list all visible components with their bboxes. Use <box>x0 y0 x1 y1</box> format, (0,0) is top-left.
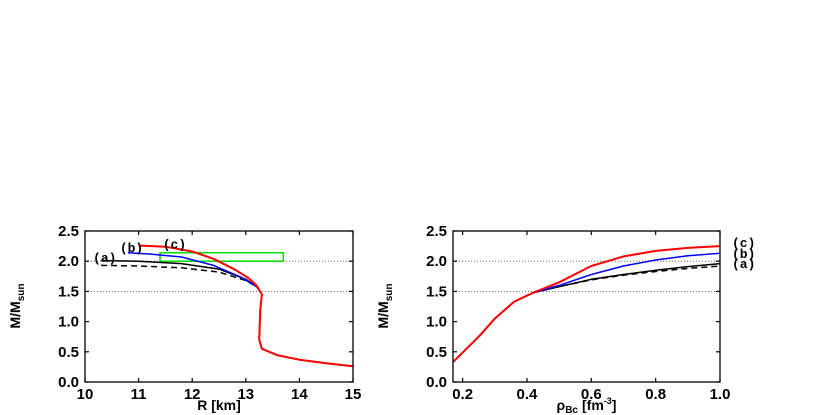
left-plot-frame <box>84 230 354 383</box>
left-highlight-box <box>159 251 285 262</box>
right-y-tick-label: 0.0 <box>426 374 447 391</box>
left-x-tick-label: 15 <box>345 386 362 403</box>
left-curve-dashed <box>101 264 257 288</box>
left-y-tick-label: 2.5 <box>58 223 79 240</box>
left-x-tick-label: 13 <box>237 386 254 403</box>
left-y-tick-label: 0.0 <box>58 374 79 391</box>
left-x-tick-label: 12 <box>184 386 201 403</box>
right-x-axis-label: ρBc [fm-3] <box>557 396 617 415</box>
right-panel: 0.2 0.4 0.6 0.8 1.0 0.0 0.5 1.0 1.5 2.0 2.5 M/Msun ρ… <box>375 223 755 415</box>
left-x-axis-label: R [km] <box>197 397 241 413</box>
left-x-tick-label: 10 <box>77 386 94 403</box>
right-x-tick-label: 1.0 <box>710 386 731 403</box>
right-x-tick-label: 0.4 <box>517 386 539 403</box>
left-annotation-a: (a) <box>93 251 116 266</box>
right-y-tick-label: 0.5 <box>426 344 447 361</box>
right-y-tick-label: 1.0 <box>426 314 447 331</box>
left-x-tick-label: 14 <box>291 386 308 403</box>
left-y-tick-label: 1.0 <box>58 314 79 331</box>
right-x-tick-label: 0.6 <box>581 386 602 403</box>
right-curve-dashed <box>533 265 721 294</box>
left-curve-b <box>127 251 257 288</box>
left-curve-a <box>101 259 354 368</box>
left-y-tick-label: 0.5 <box>58 344 79 361</box>
right-annotation-b: (b) <box>732 247 755 262</box>
right-x-tick-label: 0.8 <box>645 386 666 403</box>
right-y-axis-label: M/Msun <box>375 284 395 329</box>
left-y-tick-label: 1.5 <box>58 283 79 300</box>
left-annotation-c: (c) <box>163 237 186 252</box>
left-annotation-b: (b) <box>120 241 143 256</box>
right-x-tick-label: 0.2 <box>452 386 473 403</box>
right-curve-b <box>533 252 721 294</box>
left-panel: 10 11 12 13 14 15 0.0 0.5 1.0 1.5 2.0 2.5 M/Msun R [k… <box>7 223 361 413</box>
left-y-tick-label: 2.0 <box>58 253 79 270</box>
right-y-tick-label: 2.0 <box>426 253 447 270</box>
left-x-tick-label: 11 <box>131 386 147 403</box>
left-curve-c <box>138 244 354 368</box>
right-curve-c <box>452 245 721 363</box>
right-annotation-c: (c) <box>732 236 755 251</box>
left-y-axis-label: M/Msun <box>7 284 27 329</box>
right-curve-a <box>452 262 721 363</box>
right-y-tick-label: 1.5 <box>426 283 447 300</box>
right-annotation-a: (a) <box>732 257 755 272</box>
right-y-tick-label: 2.5 <box>426 223 447 240</box>
right-plot-frame <box>452 230 721 383</box>
